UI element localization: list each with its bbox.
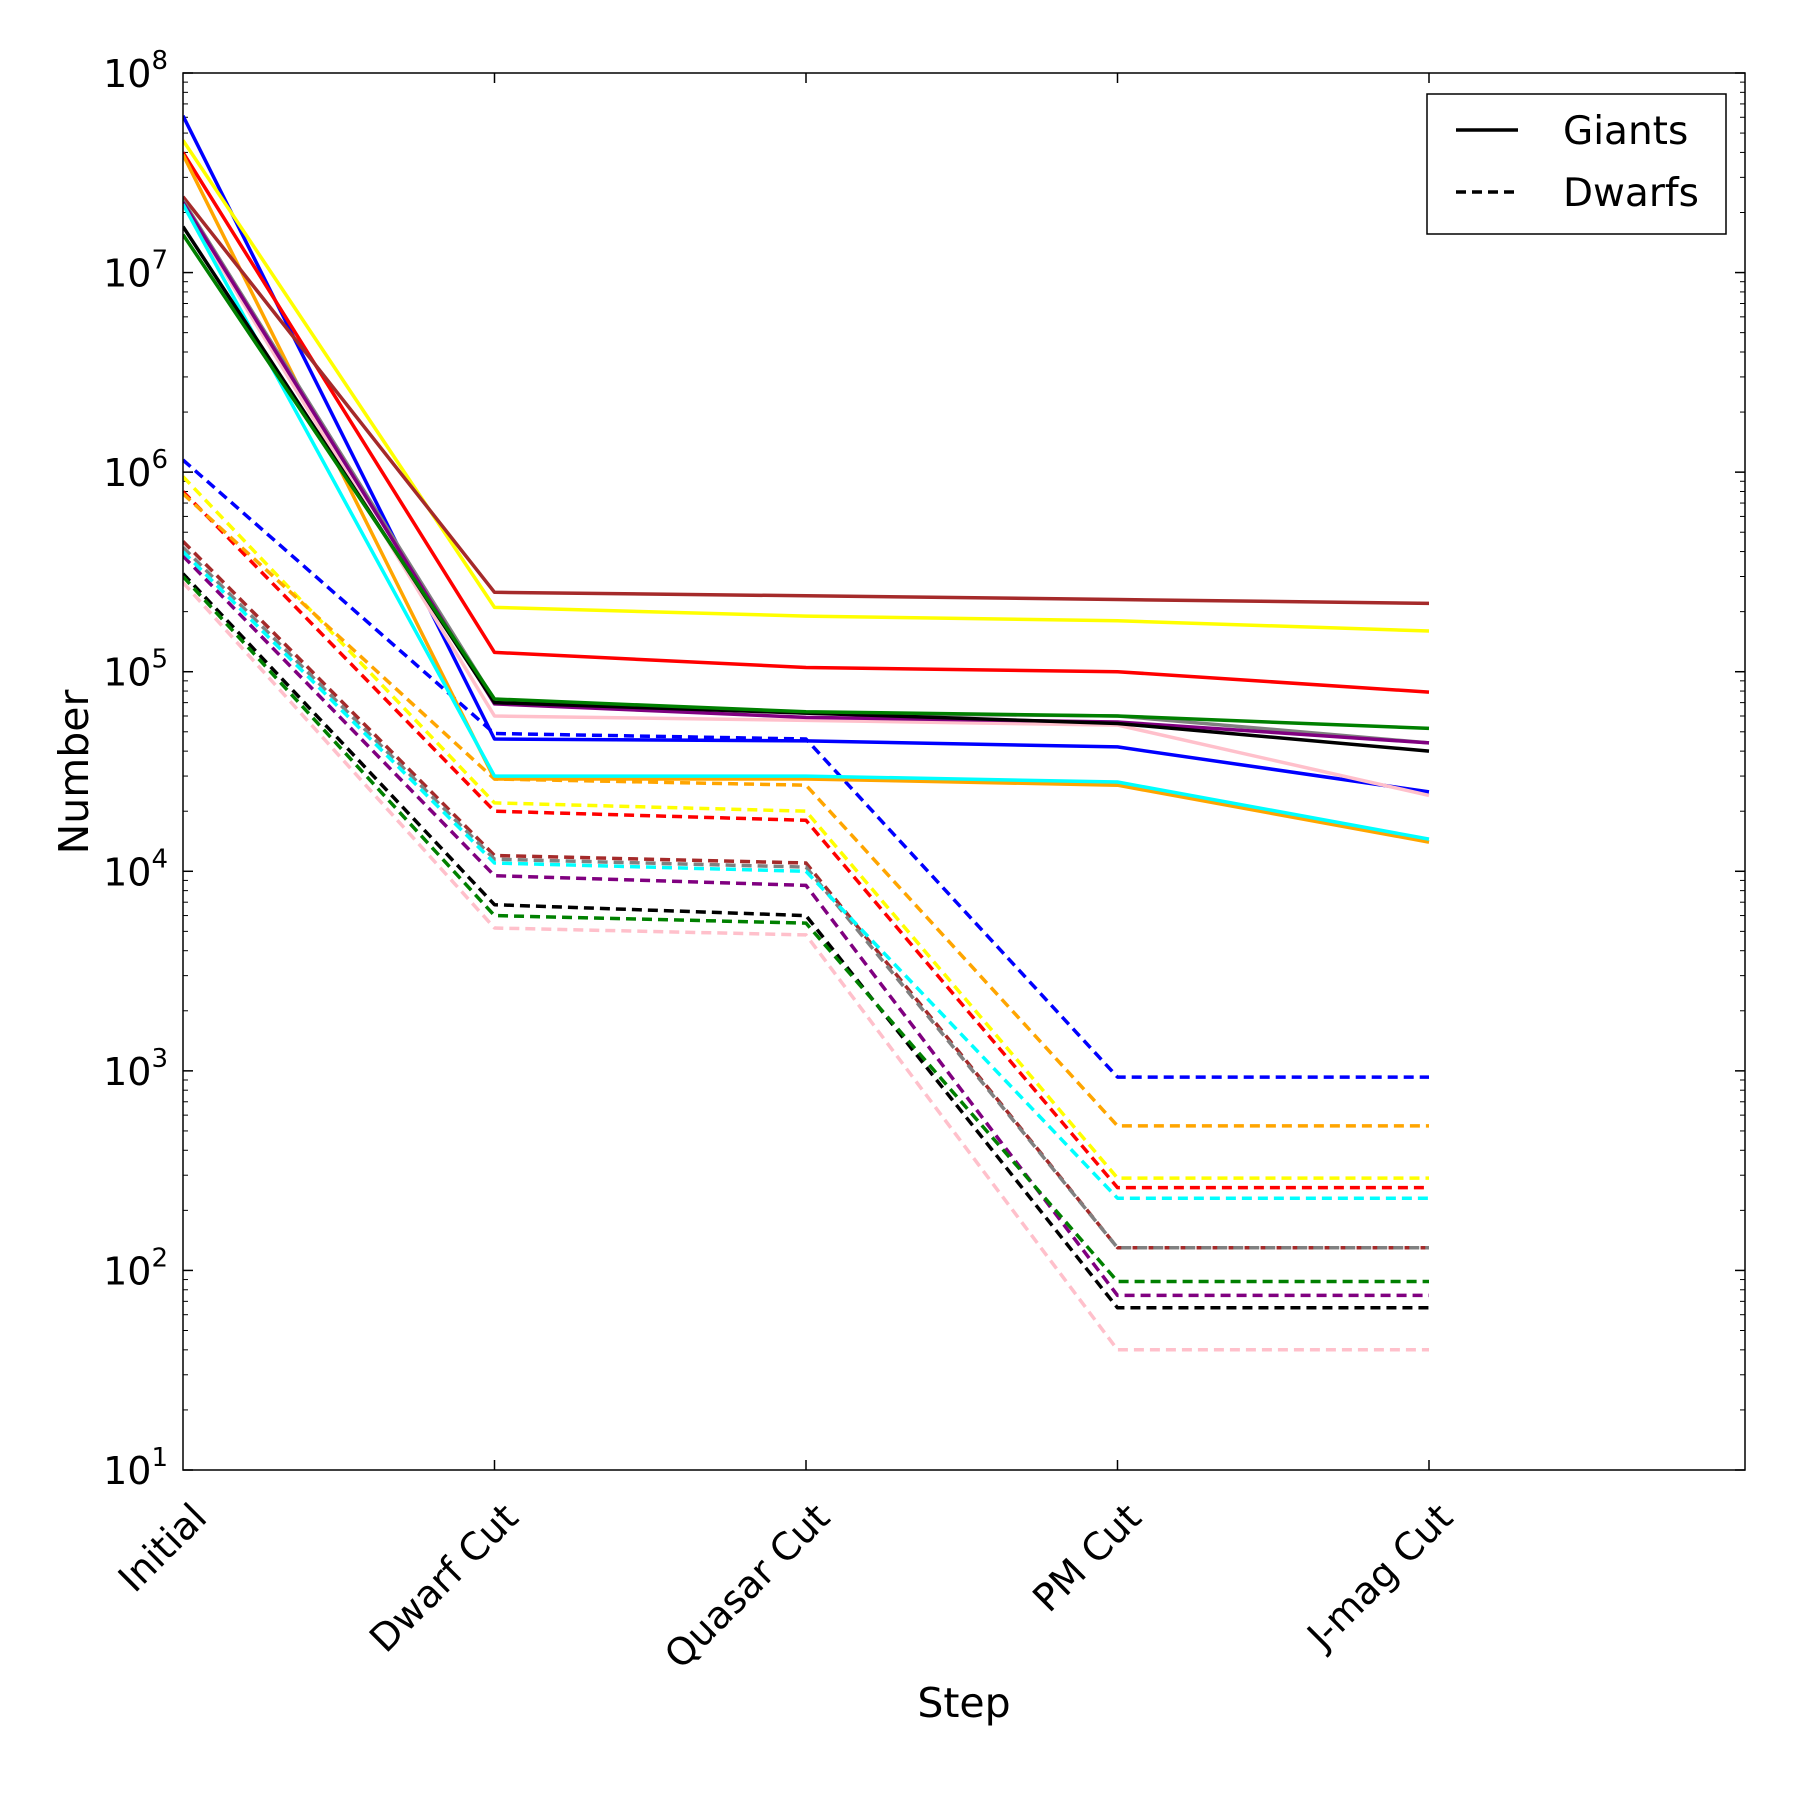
y-tick-exponent: 7 [151,246,168,276]
series-line-giants [183,201,1430,745]
legend: Giants Dwarfs [1426,93,1727,235]
series-line-dwarfs [183,550,1429,1200]
y-tick-base: 10 [103,1249,151,1293]
y-tick-exponent: 5 [151,645,168,675]
y-tick-exponent: 2 [151,1243,168,1273]
series-line-giants [183,195,1430,606]
y-tick-label: 104 [103,844,168,894]
y-tick-exponent: 8 [151,46,168,76]
y-tick-exponent: 6 [151,445,168,475]
y-tick-base: 10 [103,252,151,296]
legend-label-giants: Giants [1563,109,1688,154]
series-line-dwarfs [183,490,1429,1190]
y-axis-title: Number [50,690,98,855]
series-line-dwarfs [183,546,1429,1250]
y-tick-exponent: 3 [151,1044,168,1074]
series-line-giants [183,203,1430,841]
series-layer [183,115,1430,1352]
y-tick-base: 10 [103,52,151,96]
series-line-dwarfs [183,575,1429,1284]
y-tick-label: 106 [103,445,168,495]
y-tick-label: 103 [103,1044,168,1094]
legend-box [1426,93,1727,235]
y-tick-label: 108 [103,46,168,96]
series-line-dwarfs [183,475,1429,1180]
y-tick-label: 107 [103,246,168,296]
series-line-giants [183,153,1430,844]
series-line-giants [183,233,1430,731]
y-tick-base: 10 [103,651,151,695]
series-line-giants [183,151,1430,694]
plot-frame [182,72,1746,1471]
series-line-dwarfs [183,581,1429,1352]
y-tick-exponent: 4 [151,844,168,874]
series-line-dwarfs [183,492,1429,1128]
y-tick-label: 102 [103,1243,168,1293]
series-line-dwarfs [183,554,1429,1298]
series-line-dwarfs [183,458,1429,1079]
series-line-giants [183,139,1430,633]
y-tick-base: 10 [103,1050,151,1094]
y-tick-label: 105 [103,645,168,695]
y-tick-label: 101 [103,1443,168,1493]
y-tick-exponent: 1 [151,1443,168,1473]
y-tick-base: 10 [103,451,151,495]
x-axis-title: Step [917,1679,1010,1727]
y-tick-base: 10 [103,1449,151,1493]
major-ticks [183,72,1745,1471]
legend-label-dwarfs: Dwarfs [1563,171,1699,216]
y-tick-base: 10 [103,850,151,894]
